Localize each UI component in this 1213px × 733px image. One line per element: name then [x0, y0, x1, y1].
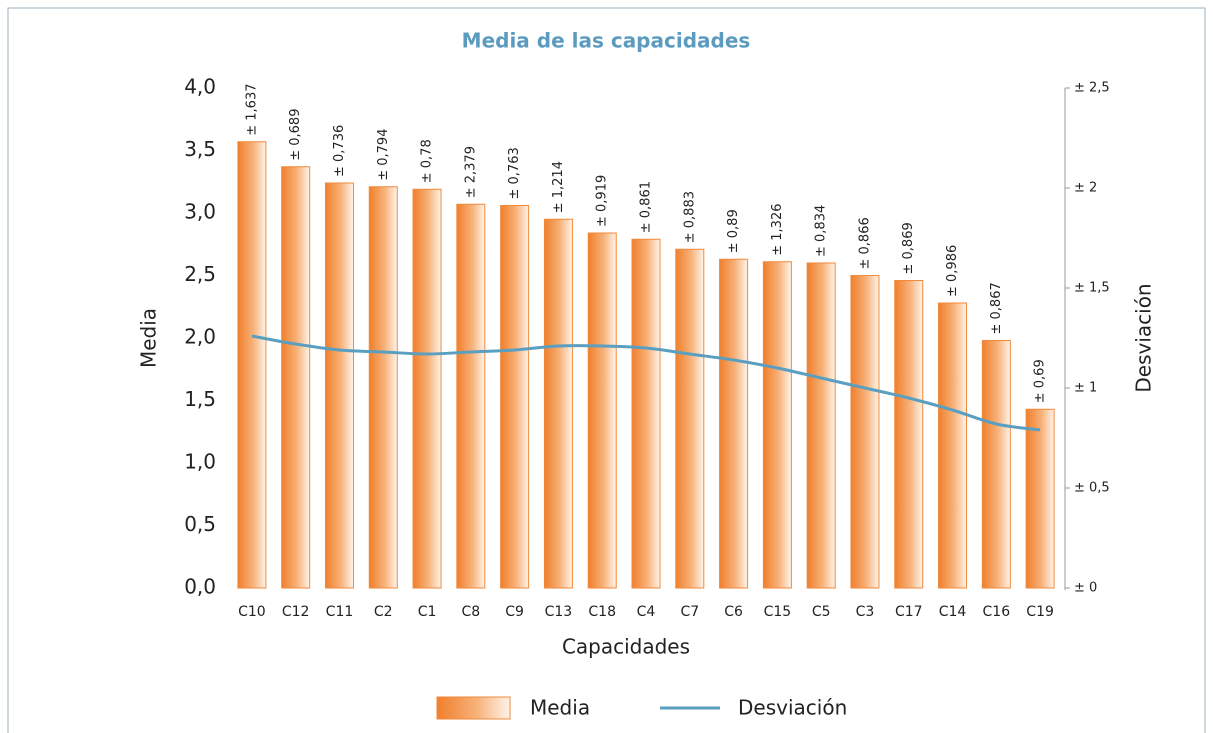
bar-annotation: ± 0,861 [639, 181, 654, 233]
x-tick-label: C6 [724, 604, 743, 620]
y-tick-label: 3,5 [184, 137, 216, 161]
x-tick-label: C19 [1026, 604, 1054, 620]
bar-annotation: ± 2,379 [463, 146, 478, 198]
bar [719, 258, 749, 589]
bar [412, 188, 442, 589]
chart-title: Media de las capacidades [462, 29, 751, 53]
y-tick-label: 1,5 [184, 387, 216, 411]
x-tick-label: C11 [326, 604, 354, 620]
x-tick-label: C7 [680, 604, 699, 620]
bar-annotation: ± 0,89 [726, 209, 741, 253]
x-tick-label: C13 [545, 604, 573, 620]
bar [456, 203, 486, 589]
frame [7, 7, 1206, 733]
bar-annotation: ± 0,869 [901, 222, 916, 274]
bar-annotation: ± 0,986 [945, 245, 960, 297]
x-tick-label: C16 [983, 604, 1011, 620]
bar-annotation: ± 0,867 [989, 282, 1004, 334]
x-tick-label: C5 [812, 604, 831, 620]
bar [762, 261, 792, 589]
y-tick-label: 2,5 [184, 262, 216, 286]
x-tick-label: C3 [856, 604, 875, 620]
y2-tick-label: ± 0,5 [1074, 481, 1110, 496]
x-tick-label: C2 [374, 604, 393, 620]
bar [675, 248, 705, 589]
bar [500, 205, 530, 589]
y-tick-label: 3,0 [184, 200, 216, 224]
y-tick-label: 2,0 [184, 325, 216, 349]
y2-tick-label: ± 1 [1074, 381, 1097, 396]
y2-tick-label: ± 2 [1074, 181, 1097, 196]
bar [1025, 408, 1055, 589]
bar [281, 166, 311, 589]
bar [850, 275, 880, 589]
bar [981, 340, 1011, 589]
y-tick-label: 0,0 [184, 575, 216, 599]
x-axis-label: Capacidades [562, 635, 690, 659]
bar [806, 262, 836, 589]
y2-axis-label: Desviación [1132, 283, 1156, 392]
bar-annotation: ± 0,919 [595, 175, 610, 227]
bar-annotation: ± 1,637 [244, 84, 259, 136]
legend-label: Media [530, 696, 590, 720]
bar-annotation: ± 1,214 [551, 161, 566, 213]
line [251, 334, 1041, 432]
bar-annotation: ± 1,326 [770, 204, 785, 256]
x-tick-label: C8 [461, 604, 480, 620]
x-tick-label: C10 [238, 604, 266, 620]
bar-annotation: ± 0,883 [682, 191, 697, 243]
bar [631, 238, 661, 589]
y2-tick-label: ± 2,5 [1074, 81, 1110, 96]
bar-annotation: ± 0,69 [1033, 359, 1048, 403]
y-tick-label: 1,0 [184, 450, 216, 474]
x-tick-label: C14 [939, 604, 967, 620]
bar-annotation: ± 0,794 [376, 129, 391, 181]
legend-swatch [436, 696, 511, 720]
bar [587, 232, 617, 589]
bar [938, 302, 968, 589]
x-tick-label: C15 [764, 604, 792, 620]
bar [894, 280, 924, 589]
x-tick-label: C1 [418, 604, 437, 620]
x-tick-label: C12 [282, 604, 310, 620]
y2-tick-label: ± 0 [1074, 581, 1097, 596]
bar-annotation: ± 0,689 [288, 109, 303, 161]
bar [324, 182, 354, 589]
y-tick-label: 0,5 [184, 512, 216, 536]
bar-annotation: ± 0,866 [857, 217, 872, 269]
y2-tick-label: ± 1,5 [1074, 281, 1110, 296]
x-tick-label: C9 [505, 604, 524, 620]
y-tick-label: 4,0 [184, 75, 216, 99]
bar-annotation: ± 0,834 [814, 205, 829, 257]
bar [237, 141, 267, 589]
x-tick-label: C18 [588, 604, 616, 620]
x-tick-label: C17 [895, 604, 923, 620]
y-axis-label: Media [137, 308, 161, 368]
bar [368, 186, 398, 589]
bar-annotation: ± 0,736 [332, 125, 347, 177]
x-tick-label: C4 [637, 604, 656, 620]
bar-annotation: ± 0,763 [507, 147, 522, 199]
legend-label: Desviación [738, 696, 847, 720]
bar-annotation: ± 0,78 [420, 139, 435, 183]
bar [543, 218, 573, 589]
